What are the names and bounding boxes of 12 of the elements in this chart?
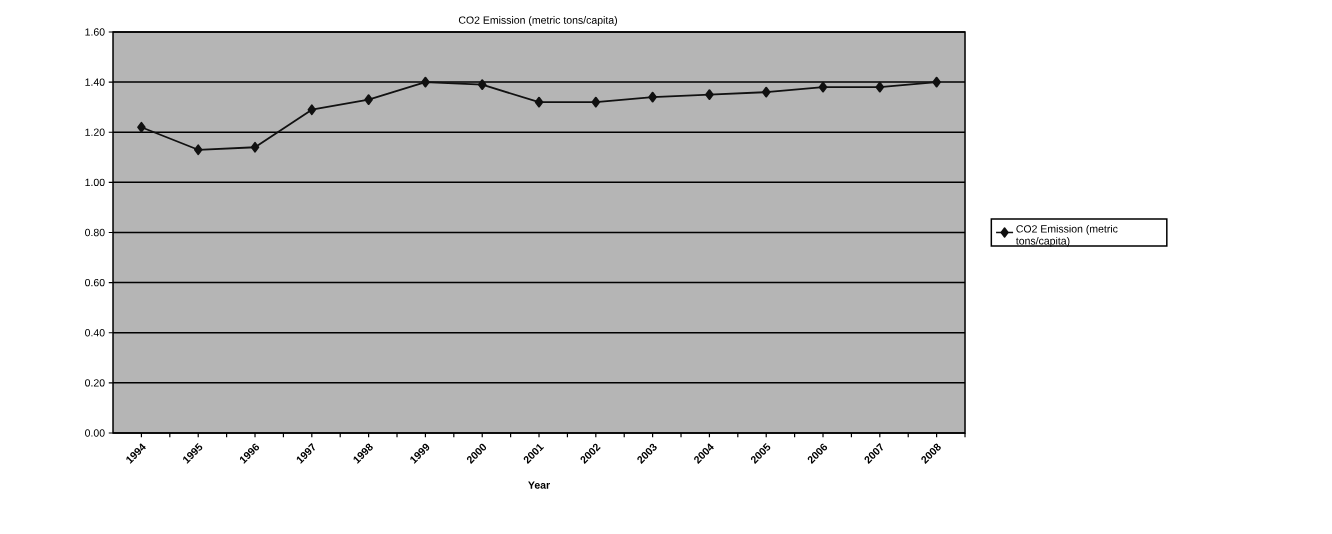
y-tick-label: 0.20 <box>85 379 105 387</box>
y-tick-label: 1.60 <box>85 28 105 36</box>
x-axis-title: Year <box>528 481 550 489</box>
y-tick-label: 0.60 <box>85 278 105 287</box>
y-tick-label: 1.20 <box>85 128 105 136</box>
y-tick-label: 0.80 <box>85 228 105 237</box>
y-tick-label: 0.40 <box>85 329 105 337</box>
y-tick-label: 1.00 <box>85 178 105 187</box>
legend-label: CO2 Emission (metric tons/capita) <box>1015 224 1118 247</box>
y-tick-label: 1.40 <box>85 78 105 86</box>
y-tick-label: 0.00 <box>85 429 105 437</box>
chart-title: CO2 Emission (metric tons/capita) <box>458 16 617 26</box>
